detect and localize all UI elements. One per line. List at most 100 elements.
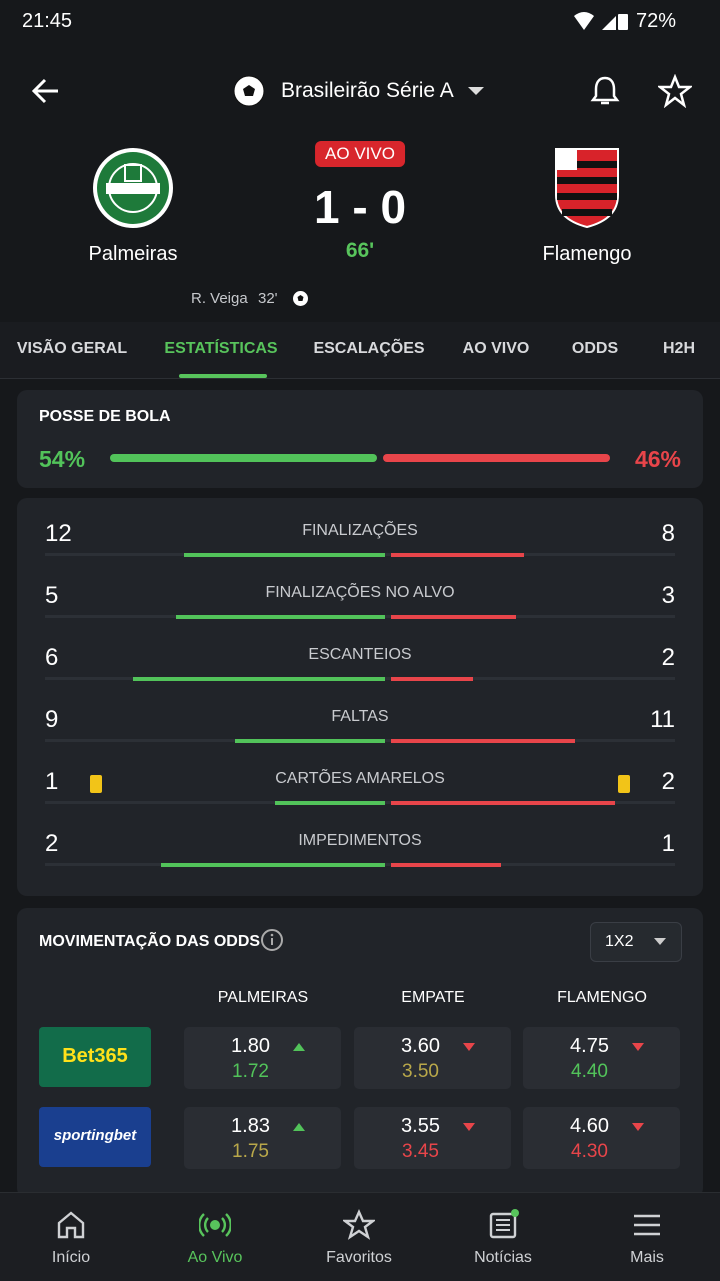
home-possession: 54% — [39, 446, 86, 472]
stat-label: FINALIZAÇÕES NO ALVO — [265, 584, 455, 601]
stat-home-value: 2 — [45, 830, 59, 857]
tab[interactable]: ESCALAÇÕES — [313, 340, 425, 357]
odds-cell[interactable]: 1.83 1.75 — [184, 1107, 341, 1169]
tab[interactable]: AO VIVO — [462, 340, 530, 357]
odds-cell[interactable]: 3.60 3.50 — [354, 1027, 511, 1089]
away-team: Flamengo — [542, 243, 632, 265]
previous-odd: 3.45 — [402, 1141, 439, 1162]
tab[interactable]: H2H — [662, 340, 696, 357]
stat-away-bar — [391, 739, 575, 743]
bookmaker-logo: sportingbet — [39, 1107, 151, 1167]
stat-home-value: 9 — [45, 706, 59, 733]
favorite-button[interactable] — [658, 74, 692, 108]
nav-item[interactable]: Mais — [630, 1249, 664, 1266]
live-badge: AO VIVO — [315, 141, 405, 167]
stat-home-value: 12 — [45, 520, 72, 547]
score: 1 - 0 — [313, 181, 407, 233]
nav-item[interactable]: Notícias — [474, 1249, 532, 1266]
nav-item[interactable]: Ao Vivo — [187, 1249, 243, 1266]
stat-home-bar — [235, 739, 385, 743]
bookmaker-name: Bet365 — [62, 1045, 128, 1067]
odds-column-header: PALMEIRAS — [217, 989, 309, 1006]
previous-odd: 4.40 — [571, 1061, 608, 1082]
yellow-card-icon — [618, 775, 630, 793]
nav-item[interactable]: Início — [51, 1249, 91, 1266]
current-odd: 3.55 — [401, 1115, 440, 1137]
stat-home-bar — [175, 615, 385, 619]
odds-cell[interactable]: 1.80 1.72 — [184, 1027, 341, 1089]
trend-up-arrow — [293, 1043, 305, 1051]
stat-away-value: 2 — [661, 768, 675, 795]
active-tab-indicator — [179, 374, 267, 378]
tab-bar: VISÃO GERAL ESTATÍSTICAS ESCALAÇÕES AO VIVO… — [0, 322, 720, 379]
odds-column-header: EMPATE — [401, 989, 465, 1006]
trend-down-arrow — [463, 1123, 475, 1131]
home-crest — [93, 148, 173, 228]
match-minute: 66' — [345, 239, 375, 262]
stat-label: IMPEDIMENTOS — [298, 832, 422, 849]
trend-down-arrow — [632, 1123, 644, 1131]
odds-cell[interactable]: 3.55 3.45 — [354, 1107, 511, 1169]
tab[interactable]: ODDS — [571, 340, 619, 357]
nav-icon[interactable] — [631, 1209, 663, 1241]
stat-label: FINALIZAÇÕES — [302, 522, 418, 539]
odds-cell[interactable]: 4.60 4.30 — [523, 1107, 680, 1169]
possession-card: POSSE DE BOLA 54% 46% — [17, 390, 703, 488]
stat-away-bar — [391, 863, 502, 867]
info-icon — [261, 929, 283, 951]
current-odd: 1.80 — [231, 1035, 270, 1057]
battery: 72% — [636, 10, 677, 32]
clock: 21:45 — [22, 10, 73, 32]
away-possession: 46% — [634, 446, 681, 472]
nav-item[interactable]: Favoritos — [326, 1249, 392, 1266]
trend-down-arrow — [632, 1043, 644, 1051]
nav-icon[interactable] — [55, 1209, 87, 1241]
odds-cell[interactable]: 4.75 4.40 — [523, 1027, 680, 1089]
current-odd: 3.60 — [401, 1035, 440, 1057]
stat-home-bar — [274, 801, 385, 805]
bookmaker-logo: Bet365 — [39, 1027, 151, 1087]
market-selector[interactable]: 1X2 — [590, 922, 682, 962]
nav-icon[interactable] — [487, 1209, 519, 1241]
market-label: 1X2 — [605, 933, 634, 950]
odds-card: MOVIMENTAÇÃO DAS ODDS 1X2 PALMEIRAS EMPATE F… — [17, 908, 703, 1198]
tab[interactable]: ESTATÍSTICAS — [164, 340, 278, 357]
odds-title: MOVIMENTAÇÃO DAS ODDS — [39, 933, 261, 950]
dropdown-caret[interactable] — [467, 85, 485, 97]
current-odd: 4.75 — [570, 1035, 609, 1057]
nav-icon[interactable] — [199, 1209, 231, 1241]
bell-button[interactable] — [590, 74, 620, 108]
back-button[interactable] — [30, 76, 62, 106]
possession-title: POSSE DE BOLA — [39, 408, 171, 425]
trend-down-arrow — [463, 1043, 475, 1051]
goal-icon — [293, 291, 308, 306]
current-odd: 1.83 — [231, 1115, 270, 1137]
stat-away-value: 8 — [661, 520, 675, 547]
previous-odd: 3.50 — [402, 1061, 439, 1082]
league-selector[interactable]: Brasileirão Série A — [281, 79, 454, 102]
bottom-nav: Início Ao Vivo Favoritos Notícias Mais — [0, 1192, 720, 1281]
stat-home-bar — [184, 553, 385, 557]
stat-away-value: 11 — [650, 706, 675, 733]
ball-icon — [233, 75, 265, 107]
stat-label: CARTÕES AMARELOS — [275, 770, 445, 787]
stat-home-bar — [133, 677, 385, 681]
stat-away-bar — [391, 615, 516, 619]
stat-home-value: 5 — [45, 582, 59, 609]
stat-home-value: 1 — [45, 768, 59, 795]
previous-odd: 1.75 — [232, 1141, 269, 1162]
stat-home-bar — [161, 863, 385, 867]
current-odd: 4.60 — [570, 1115, 609, 1137]
nav-icon[interactable] — [343, 1209, 375, 1241]
stat-away-bar — [391, 553, 524, 557]
stats-card: 12 8 FINALIZAÇÕES 5 3 FINALIZAÇÕES NO ALVO 6 2 E… — [17, 498, 703, 896]
home-possession-bar — [110, 454, 377, 462]
tab[interactable]: VISÃO GERAL — [16, 340, 128, 357]
trend-up-arrow — [293, 1123, 305, 1131]
stat-away-value: 2 — [661, 644, 675, 671]
previous-odd: 4.30 — [571, 1141, 608, 1162]
stat-home-value: 6 — [45, 644, 59, 671]
stat-away-value: 1 — [661, 830, 675, 857]
